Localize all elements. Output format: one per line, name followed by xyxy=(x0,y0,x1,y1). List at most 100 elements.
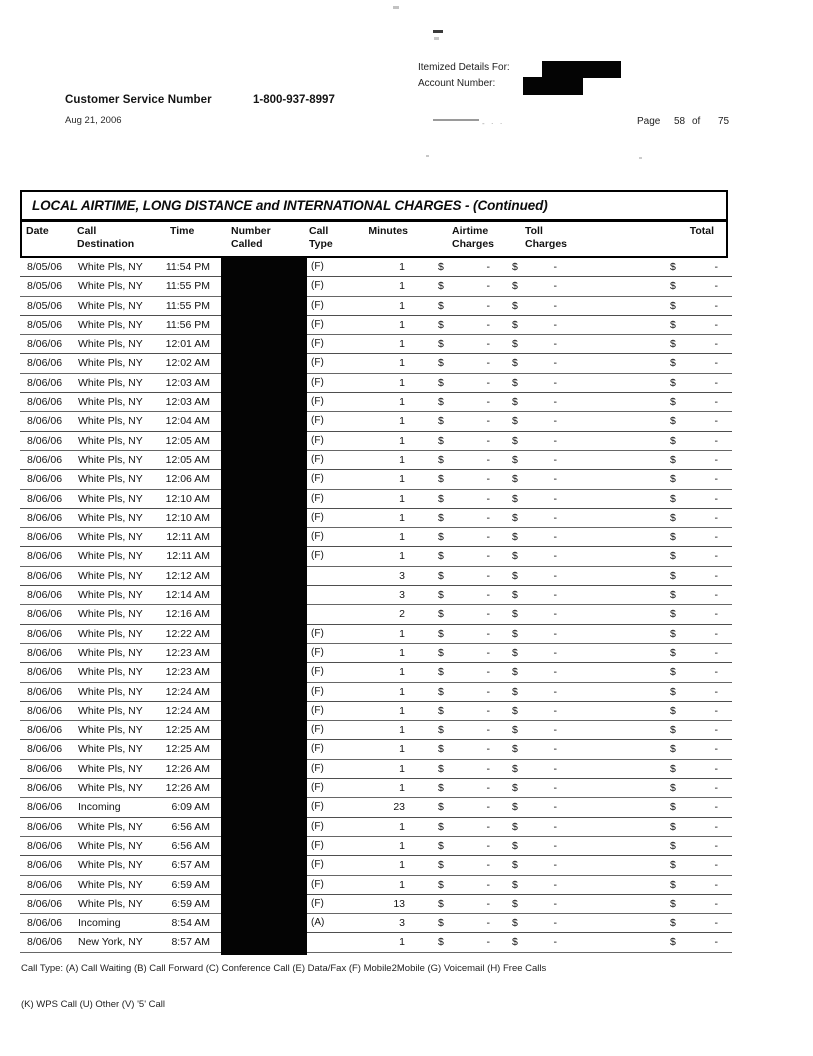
amount-dash: - xyxy=(553,724,558,737)
cell-toll-charges: $ - xyxy=(512,586,557,604)
amount-dash: - xyxy=(553,415,558,428)
dollar-sign: $ xyxy=(670,550,676,563)
dollar-sign: $ xyxy=(438,299,444,312)
cell-time: 12:11 AM xyxy=(166,550,210,563)
dollar-sign: $ xyxy=(670,531,676,544)
cell-total: $ - xyxy=(670,393,718,411)
dollar-sign: $ xyxy=(438,569,444,582)
dollar-sign: $ xyxy=(512,917,518,930)
amount-dash: - xyxy=(486,531,491,544)
cell-total: $ - xyxy=(670,451,718,469)
dollar-sign: $ xyxy=(670,917,676,930)
cell-time: 6:56 AM xyxy=(171,820,210,833)
cell-total: $ - xyxy=(670,412,718,430)
cell-time: 12:23 AM xyxy=(165,646,210,659)
dollar-sign: $ xyxy=(438,685,444,698)
cell-minutes: 1 xyxy=(399,724,405,737)
cell-toll-charges: $ - xyxy=(512,837,557,855)
table-row: 8/06/06 White Pls, NY 12:11 AM (F) 1 $ - … xyxy=(20,528,732,548)
cell-airtime-charges: $ - xyxy=(438,586,490,604)
dollar-sign: $ xyxy=(670,280,676,293)
cell-call-destination: Incoming xyxy=(78,917,121,930)
cell-time: 11:54 PM xyxy=(165,261,210,273)
dollar-sign: $ xyxy=(512,743,518,756)
dollar-sign: $ xyxy=(512,261,518,273)
cell-toll-charges: $ - xyxy=(512,509,557,527)
table-row: 8/05/06 White Pls, NY 11:55 PM (F) 1 $ - … xyxy=(20,277,732,297)
dollar-sign: $ xyxy=(670,376,676,389)
cell-airtime-charges: $ - xyxy=(438,779,490,797)
amount-dash: - xyxy=(714,859,719,872)
amount-dash: - xyxy=(553,280,558,293)
cell-airtime-charges: $ - xyxy=(438,818,490,836)
cell-date: 8/05/06 xyxy=(27,261,63,273)
dollar-sign: $ xyxy=(438,473,444,486)
cell-toll-charges: $ - xyxy=(512,412,557,430)
cell-airtime-charges: $ - xyxy=(438,277,490,295)
account-number-label: Account Number: xyxy=(418,78,496,89)
cell-call-destination: White Pls, NY xyxy=(78,453,143,466)
call-type-legend-line2: (K) WPS Call (U) Other (V) '5' Call xyxy=(21,999,166,1010)
table-row: 8/06/06 White Pls, NY 12:01 AM (F) 1 $ - … xyxy=(20,335,732,355)
cell-call-type: (F) xyxy=(311,820,324,832)
amount-dash: - xyxy=(553,338,558,351)
cell-date: 8/06/06 xyxy=(27,820,63,833)
amount-dash: - xyxy=(486,762,491,775)
amount-dash: - xyxy=(486,724,491,737)
cell-toll-charges: $ - xyxy=(512,335,557,353)
amount-dash: - xyxy=(486,878,491,891)
amount-dash: - xyxy=(714,531,719,544)
amount-dash: - xyxy=(553,820,558,833)
dollar-sign: $ xyxy=(512,415,518,428)
scan-artifact xyxy=(639,157,642,159)
cell-minutes: 1 xyxy=(399,936,405,949)
amount-dash: - xyxy=(714,473,719,486)
cell-minutes: 1 xyxy=(399,434,405,447)
cell-time: 11:55 PM xyxy=(165,280,210,293)
dollar-sign: $ xyxy=(512,299,518,312)
redacted-number-called-column xyxy=(221,257,307,955)
cell-toll-charges: $ - xyxy=(512,798,557,816)
amount-dash: - xyxy=(553,550,558,563)
cell-time: 12:26 AM xyxy=(165,782,210,795)
dollar-sign: $ xyxy=(438,280,444,293)
cell-airtime-charges: $ - xyxy=(438,856,490,874)
amount-dash: - xyxy=(553,878,558,891)
amount-dash: - xyxy=(714,762,719,775)
cell-call-destination: White Pls, NY xyxy=(78,646,143,659)
dollar-sign: $ xyxy=(512,434,518,447)
cell-call-destination: White Pls, NY xyxy=(78,299,143,312)
amount-dash: - xyxy=(486,453,491,466)
cell-airtime-charges: $ - xyxy=(438,335,490,353)
amount-dash: - xyxy=(714,434,719,447)
cell-total: $ - xyxy=(670,528,718,546)
dollar-sign: $ xyxy=(670,666,676,679)
cell-total: $ - xyxy=(670,663,718,681)
amount-dash: - xyxy=(486,434,491,447)
cell-minutes: 23 xyxy=(393,801,405,814)
dollar-sign: $ xyxy=(512,685,518,698)
cell-call-type: (F) xyxy=(311,878,324,890)
table-row: 8/05/06 White Pls, NY 11:55 PM (F) 1 $ - … xyxy=(20,297,732,316)
dollar-sign: $ xyxy=(512,820,518,833)
customer-service-label: Customer Service Number xyxy=(65,94,212,106)
amount-dash: - xyxy=(486,801,491,814)
cell-date: 8/06/06 xyxy=(27,782,63,795)
cell-call-type: (F) xyxy=(311,280,324,292)
cell-total: $ - xyxy=(670,702,718,720)
cell-total: $ - xyxy=(670,837,718,855)
dollar-sign: $ xyxy=(670,724,676,737)
cell-toll-charges: $ - xyxy=(512,297,557,315)
cell-date: 8/05/06 xyxy=(27,318,63,331)
amount-dash: - xyxy=(486,376,491,389)
cell-toll-charges: $ - xyxy=(512,490,557,508)
cell-time: 12:03 AM xyxy=(165,376,210,389)
cell-call-destination: White Pls, NY xyxy=(78,782,143,795)
table-row: 8/06/06 White Pls, NY 12:10 AM (F) 1 $ - … xyxy=(20,490,732,509)
dollar-sign: $ xyxy=(670,743,676,756)
dollar-sign: $ xyxy=(438,936,444,949)
table-column-headers: Date Call Destination Time Number Called C… xyxy=(22,222,726,256)
dollar-sign: $ xyxy=(438,453,444,466)
cell-call-destination: White Pls, NY xyxy=(78,338,143,351)
cell-call-destination: White Pls, NY xyxy=(78,666,143,679)
